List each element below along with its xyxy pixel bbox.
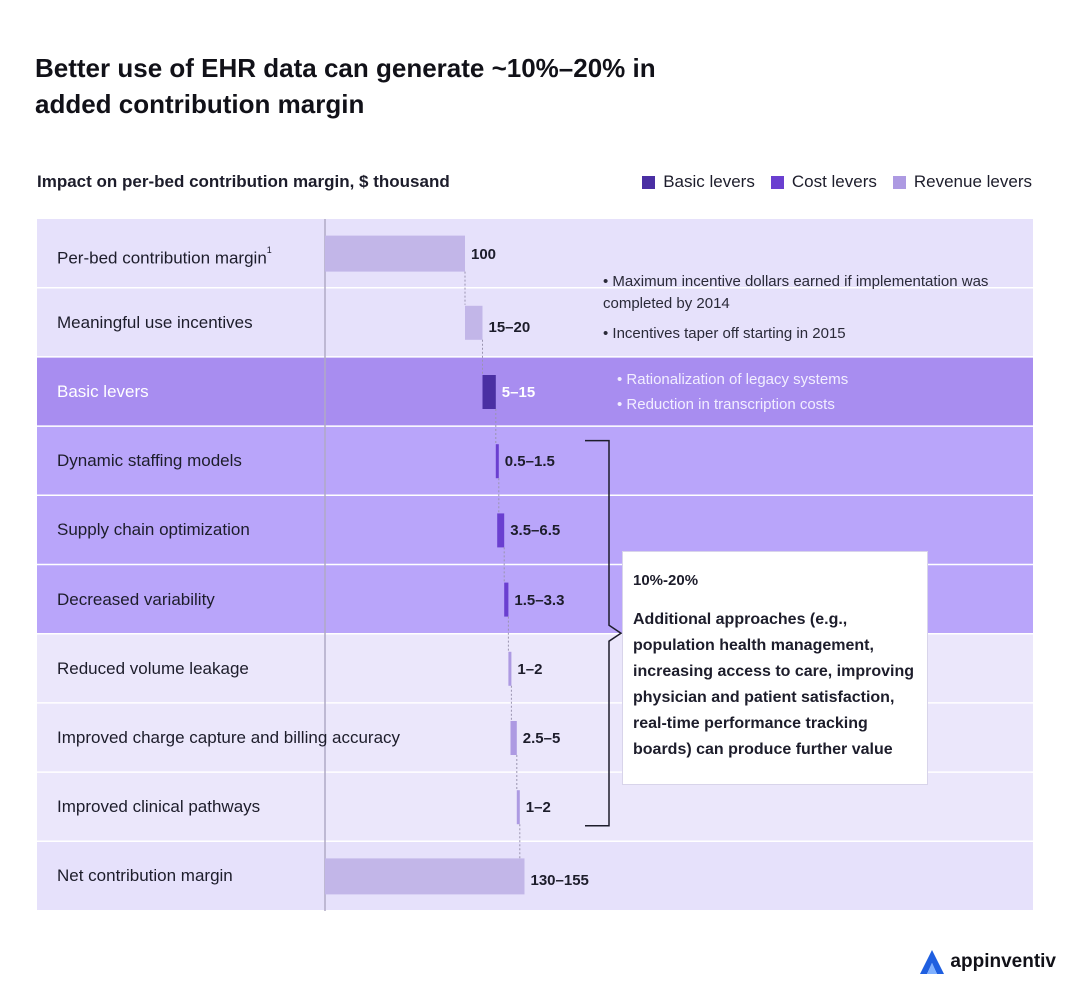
data-label-net-contribution-margin: 130–155 (530, 872, 589, 890)
basic-levers-note: • Rationalization of legacy systems • Re… (617, 369, 1017, 424)
additional-approaches-callout: 10%-20% Additional approaches (e.g., pop… (622, 551, 928, 785)
legend-item-basic: Basic levers (642, 172, 755, 192)
bar-reduced-volume-leakage (508, 651, 512, 686)
legend-swatch-cost (770, 175, 784, 189)
logo-text: appinventiv (950, 951, 1056, 972)
row-bg-dynamic-staffing-models (37, 426, 1033, 495)
bar-per-bed-contribution-margin (325, 235, 465, 272)
data-label-basic-levers: 5–15 (501, 384, 536, 401)
legend: Basic levers Cost levers Revenue levers (642, 172, 1032, 192)
row-label-improved-charge-capture-and-billing-accuracy: Improved charge capture and billing accu… (57, 726, 400, 750)
bar-improved-charge-capture-and-billing-accuracy (510, 721, 517, 755)
bar-improved-clinical-pathways (516, 790, 520, 825)
row-label-text: Meaningful use incentives (57, 312, 253, 332)
legend-label-cost: Cost levers (791, 172, 877, 191)
row-bg-meaningful-use-incentives (37, 288, 1033, 357)
bar-supply-chain-optimization (497, 513, 505, 548)
row-label-text: Dynamic staffing models (57, 451, 242, 471)
data-label-decreased-variability: 1.5–3.3 (514, 591, 565, 609)
appinventiv-logo-icon (920, 950, 945, 974)
row-label-per-bed-contribution-margin: Per-bed contribution margin1 (57, 242, 272, 271)
row-label-reduced-volume-leakage: Reduced volume leakage (57, 657, 249, 681)
callout-body: Additional approaches (e.g., population … (633, 611, 915, 758)
row-label-text: Supply chain optimization (57, 520, 250, 540)
basic-note-item-1: • Rationalization of legacy systems (617, 371, 849, 388)
title-line-2: added contribution margin (35, 89, 365, 119)
row-bg-net-contribution-margin (37, 841, 1033, 910)
bar-decreased-variability (504, 582, 509, 617)
chart-subtitle: Impact on per-bed contribution margin, $… (37, 172, 450, 191)
incentives-note: • Maximum incentive dollars earned if im… (603, 271, 1033, 353)
legend-item-cost: Cost levers (770, 172, 877, 192)
row-label-text: Decreased variability (57, 589, 215, 609)
footnote-marker: 1 (266, 244, 272, 255)
bar-dynamic-staffing-models (495, 444, 499, 479)
legend-swatch-revenue (892, 175, 906, 189)
row-label-meaningful-use-incentives: Meaningful use incentives (57, 311, 253, 335)
row-label-basic-levers: Basic levers (57, 380, 149, 404)
row-label-text: Basic levers (57, 382, 149, 401)
row-label-supply-chain-optimization: Supply chain optimization (57, 518, 250, 542)
data-label-meaningful-use-incentives: 15–20 (488, 318, 531, 336)
row-label-text: Per-bed contribution margin (57, 248, 267, 268)
incentives-note-item-1: • Maximum incentive dollars earned if im… (603, 273, 989, 312)
bar-net-contribution-margin (325, 858, 525, 895)
row-label-net-contribution-margin: Net contribution margin (57, 864, 233, 888)
data-label-supply-chain-optimization: 3.5–6.5 (510, 522, 561, 540)
incentives-note-item-2: • Incentives taper off starting in 2015 (603, 325, 846, 342)
callout-heading: 10%-20% (633, 572, 699, 589)
data-label-improved-clinical-pathways: 1–2 (525, 799, 551, 817)
bar-meaningful-use-incentives (465, 305, 483, 340)
lever-bracket (585, 439, 623, 827)
data-label-dynamic-staffing-models: 0.5–1.5 (504, 453, 555, 471)
row-label-dynamic-staffing-models: Dynamic staffing models (57, 449, 242, 473)
legend-label-revenue: Revenue levers (913, 172, 1032, 191)
row-label-text: Improved charge capture and billing accu… (57, 728, 401, 747)
legend-label-basic: Basic levers (663, 172, 755, 191)
row-label-decreased-variability: Decreased variability (57, 588, 215, 612)
legend-item-revenue: Revenue levers (892, 172, 1032, 192)
bar-basic-levers (482, 375, 496, 409)
title-line-1: Better use of EHR data can generate ~10%… (35, 53, 656, 83)
row-bg-per-bed-contribution-margin (37, 219, 1033, 288)
row-bg-basic-levers (37, 357, 1033, 426)
chart-title: Better use of EHR data can generate ~10%… (35, 50, 795, 122)
row-label-text: Improved clinical pathways (57, 797, 261, 817)
row-label-text: Net contribution margin (57, 866, 233, 886)
legend-swatch-basic (642, 175, 656, 189)
basic-note-item-2: • Reduction in transcription costs (617, 396, 835, 413)
appinventiv-logo: appinventiv (918, 948, 1056, 976)
data-label-improved-charge-capture-and-billing-accuracy: 2.5–5 (522, 730, 561, 747)
data-label-reduced-volume-leakage: 1–2 (517, 660, 543, 678)
row-label-text: Reduced volume leakage (57, 658, 249, 678)
row-label-improved-clinical-pathways: Improved clinical pathways (57, 795, 260, 819)
data-label-per-bed-contribution-margin: 100 (471, 245, 497, 263)
